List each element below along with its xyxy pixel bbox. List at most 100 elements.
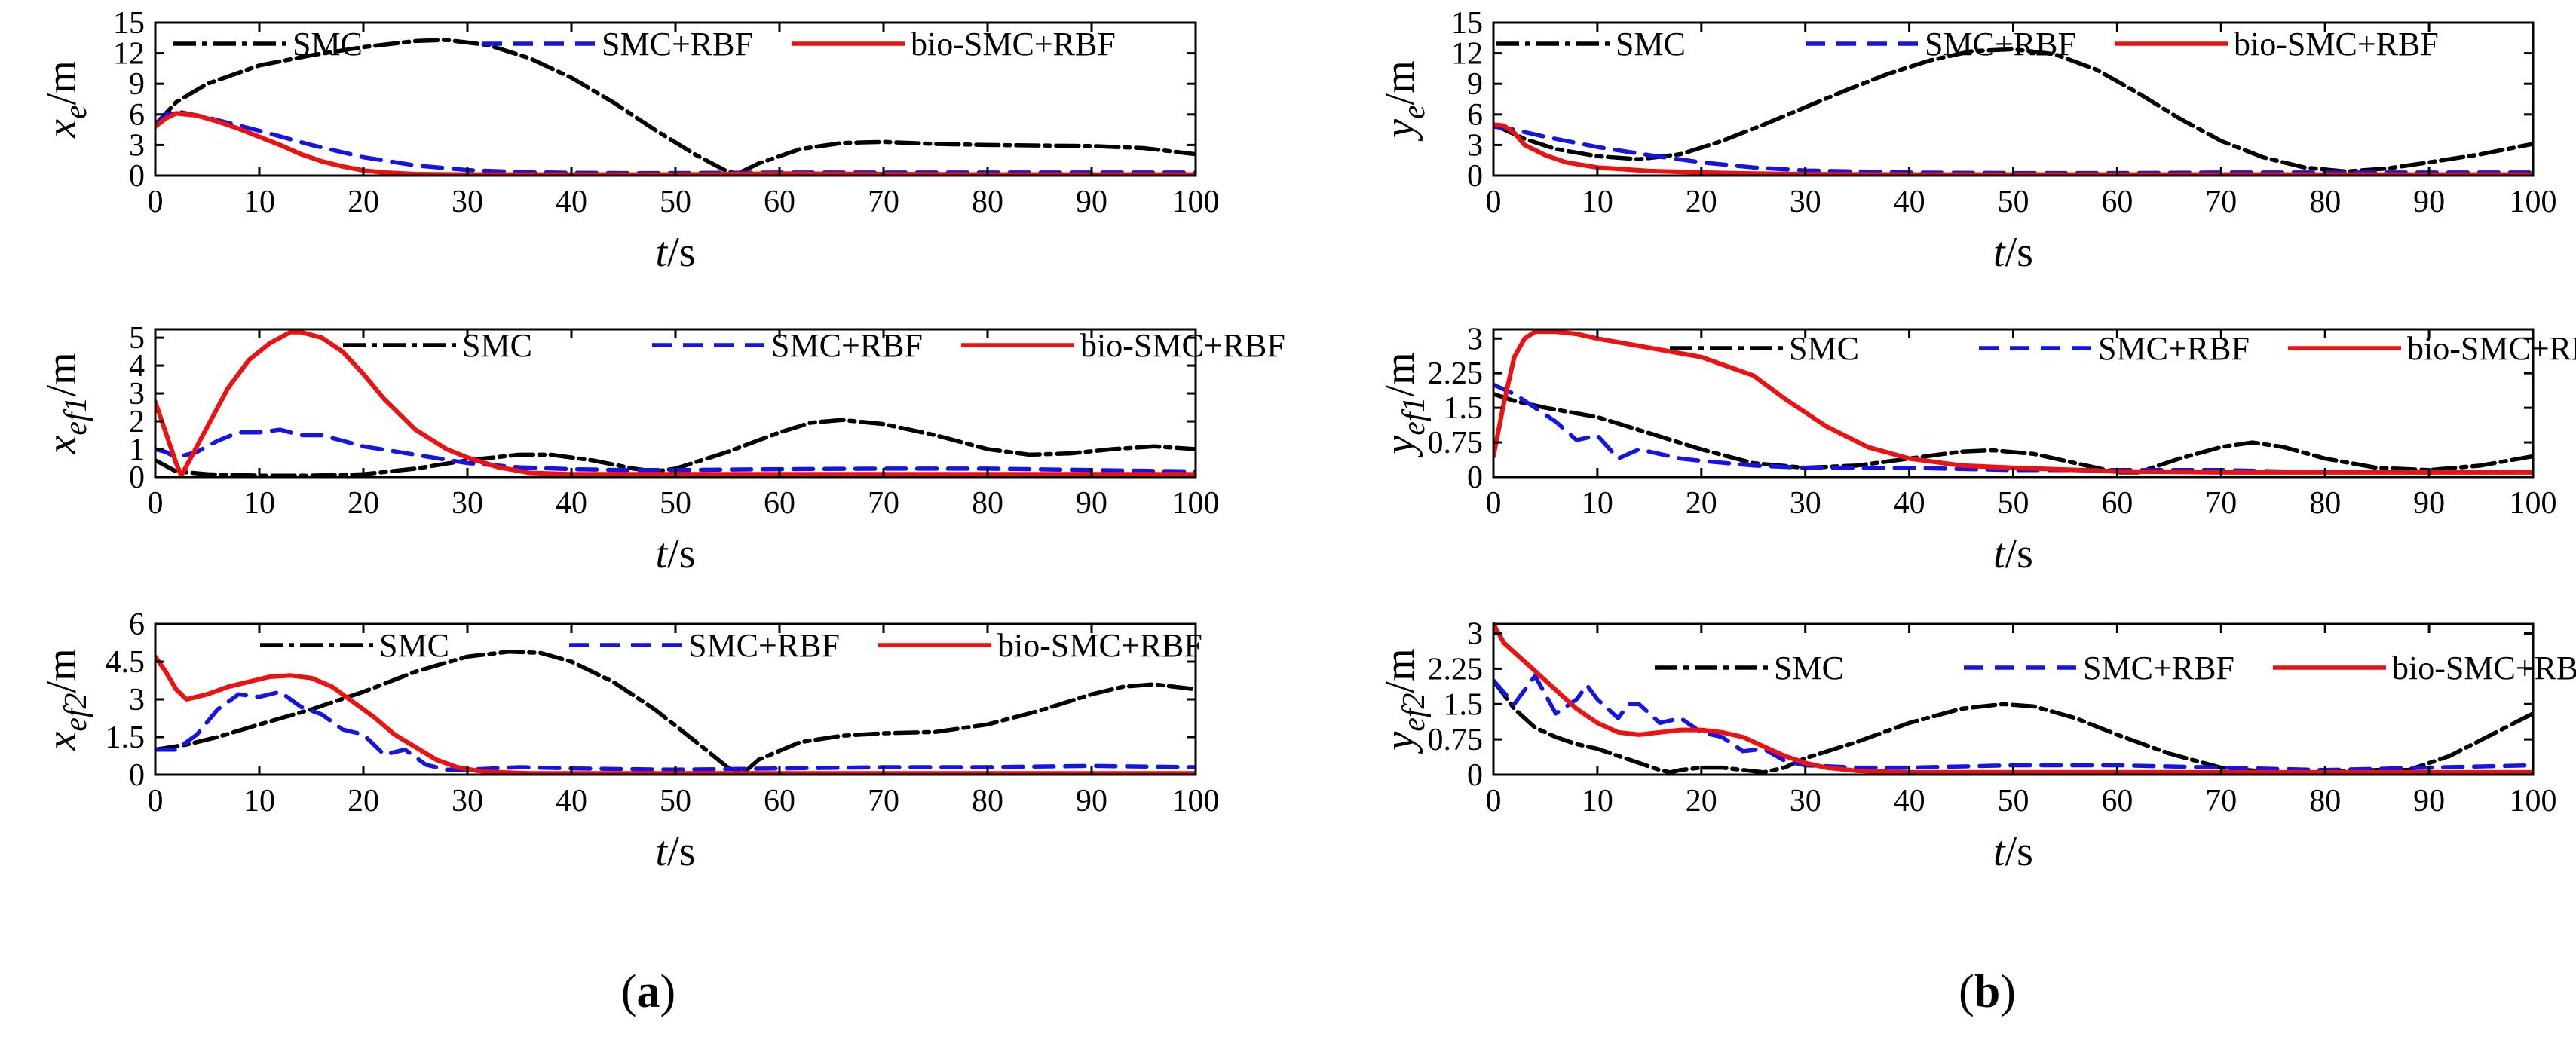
x-axis-title: t/s bbox=[656, 229, 696, 276]
x-axis-unit: /s bbox=[2005, 828, 2033, 875]
x-tick-label: 60 bbox=[764, 185, 795, 219]
y-axis-title: yef2/m bbox=[1377, 648, 1432, 754]
x-tick-label: 20 bbox=[1686, 486, 1717, 521]
y-axis-subscript: ef2 bbox=[1397, 693, 1432, 731]
series-line-bio-smc-rbf bbox=[155, 329, 1196, 477]
x-tick-label: 50 bbox=[660, 784, 691, 818]
y-axis-subscript: ef1 bbox=[59, 396, 93, 435]
y-tick-label: 0 bbox=[1467, 159, 1483, 194]
x-tick-label: 70 bbox=[868, 784, 899, 818]
series-line-smc-rbf bbox=[1493, 124, 2533, 176]
y-axis-variable: x bbox=[38, 119, 85, 139]
y-tick-label: 1 bbox=[129, 433, 145, 467]
x-axis-title: t/s bbox=[656, 828, 696, 875]
y-axis-unit: /m bbox=[1377, 648, 1423, 693]
y-tick-label: 3 bbox=[129, 683, 145, 717]
legend: SMC SMC+RBF bio-SMC+RBF bbox=[260, 627, 1202, 664]
panel-label-b-close: ) bbox=[2000, 966, 2016, 1017]
series-line-smc bbox=[155, 38, 1196, 176]
y-axis-unit: /m bbox=[38, 352, 85, 396]
y-tick-label: 3 bbox=[129, 128, 145, 163]
series-line-bio-smc-rbf bbox=[1493, 329, 2533, 475]
series-line-smc-rbf bbox=[1493, 382, 2533, 475]
series-line-smc bbox=[155, 418, 1196, 477]
series-line-smc-rbf bbox=[155, 690, 1196, 772]
x-tick-label: 10 bbox=[1582, 185, 1613, 219]
y-tick-label: 2.25 bbox=[1428, 652, 1484, 687]
legend-label-smc-rbf: SMC+RBF bbox=[771, 327, 923, 364]
y-axis-unit: /m bbox=[1377, 352, 1423, 396]
panel-label-a: (a) bbox=[621, 966, 675, 1017]
y-tick-label: 9 bbox=[129, 67, 145, 102]
legend-label-bio-smc-rbf: bio-SMC+RBF bbox=[1080, 327, 1285, 364]
y-tick-label: 3 bbox=[1467, 617, 1483, 652]
x-tick-label: 20 bbox=[348, 784, 379, 818]
legend-label-smc: SMC bbox=[379, 627, 449, 664]
legend-label-smc-rbf: SMC+RBF bbox=[2083, 650, 2234, 687]
y-axis-unit: /m bbox=[1377, 60, 1423, 105]
legend: SMC SMC+RBF bio-SMC+RBF bbox=[1496, 26, 2439, 63]
x-tick-label: 0 bbox=[1486, 784, 1502, 818]
chart-yef2: 0 10 20 30 40 50 60 70 80 90 100 00.751.52.253 t/s ye… bbox=[1377, 617, 2576, 876]
y-tick-label: 9 bbox=[1467, 67, 1483, 102]
series-group bbox=[155, 329, 1196, 477]
x-axis-unit: /s bbox=[2005, 229, 2033, 276]
x-tick-label: 30 bbox=[452, 486, 483, 521]
x-tick-label: 0 bbox=[148, 784, 164, 818]
y-axis-variable: y bbox=[1377, 436, 1423, 458]
x-tick-label: 60 bbox=[2101, 486, 2133, 521]
chart-yef1: 0 10 20 30 40 50 60 70 80 90 100 00.751.52.253 t/s ye… bbox=[1377, 322, 2576, 577]
x-tick-label: 10 bbox=[244, 486, 275, 521]
x-tick-label: 70 bbox=[868, 486, 899, 521]
y-tick-label: 6 bbox=[129, 98, 145, 133]
panel-label-b-open: ( bbox=[1959, 966, 1974, 1017]
y-tick-label: 5 bbox=[129, 321, 145, 356]
y-tick-label: 0 bbox=[1467, 758, 1483, 793]
series-line-smc bbox=[1493, 678, 2533, 775]
y-axis-subscript: e bbox=[59, 105, 93, 119]
y-tick-label: 1.5 bbox=[1444, 687, 1484, 722]
y-tick-label: 0 bbox=[129, 159, 145, 194]
x-tick-label: 30 bbox=[1790, 185, 1821, 219]
x-tick-label: 50 bbox=[1998, 185, 2029, 219]
y-axis-unit: /m bbox=[38, 60, 85, 105]
y-tick-label: 0 bbox=[129, 460, 145, 495]
x-tick-label: 80 bbox=[972, 486, 1003, 521]
x-tick-label: 0 bbox=[148, 185, 164, 219]
panel-label-b-letter: b bbox=[1974, 966, 2000, 1017]
x-tick-label: 100 bbox=[1172, 185, 1220, 219]
x-tick-label: 100 bbox=[1172, 486, 1220, 521]
y-tick-label: 3 bbox=[1467, 322, 1483, 356]
y-tick-label: 6 bbox=[1467, 98, 1483, 133]
x-tick-label: 80 bbox=[2309, 784, 2341, 818]
x-axis-variable: t bbox=[656, 229, 669, 276]
y-tick-label: 15 bbox=[113, 6, 145, 41]
x-tick-label: 90 bbox=[2413, 185, 2445, 219]
panels: 0 10 20 30 40 50 60 70 80 90 10003691215t/sxe/mSMC… bbox=[38, 6, 2576, 875]
y-tick-label: 0 bbox=[1467, 460, 1483, 495]
x-tick-label: 40 bbox=[556, 185, 587, 219]
y-tick-label: 4.5 bbox=[106, 645, 145, 680]
legend-label-smc: SMC bbox=[293, 26, 363, 63]
y-axis-variable: y bbox=[1377, 119, 1423, 142]
x-axis-variable: t bbox=[1993, 531, 2006, 577]
x-tick-label: 80 bbox=[972, 784, 1003, 818]
y-axis-variable: y bbox=[1377, 732, 1423, 754]
y-tick-label: 1.5 bbox=[106, 720, 145, 755]
panel-label-a-close: ) bbox=[660, 966, 676, 1017]
x-axis-unit: /s bbox=[667, 531, 695, 577]
series-line-bio-smc-rbf bbox=[1493, 622, 2533, 775]
x-tick-label: 50 bbox=[1998, 784, 2029, 818]
x-tick-label: 20 bbox=[1686, 784, 1717, 818]
legend-label-bio-smc-rbf: bio-SMC+RBF bbox=[2407, 330, 2576, 367]
legend: SMC SMC+RBF bio-SMC+RBF bbox=[173, 26, 1116, 63]
x-tick-label: 30 bbox=[452, 185, 483, 219]
x-axis-unit: /s bbox=[2005, 531, 2033, 577]
x-axis-title: t/s bbox=[1993, 828, 2033, 875]
y-axis-title: xef1/m bbox=[38, 352, 93, 454]
y-axis-variable: x bbox=[38, 732, 85, 751]
x-tick-label: 50 bbox=[1998, 486, 2029, 521]
y-tick-label: 0 bbox=[129, 758, 145, 793]
